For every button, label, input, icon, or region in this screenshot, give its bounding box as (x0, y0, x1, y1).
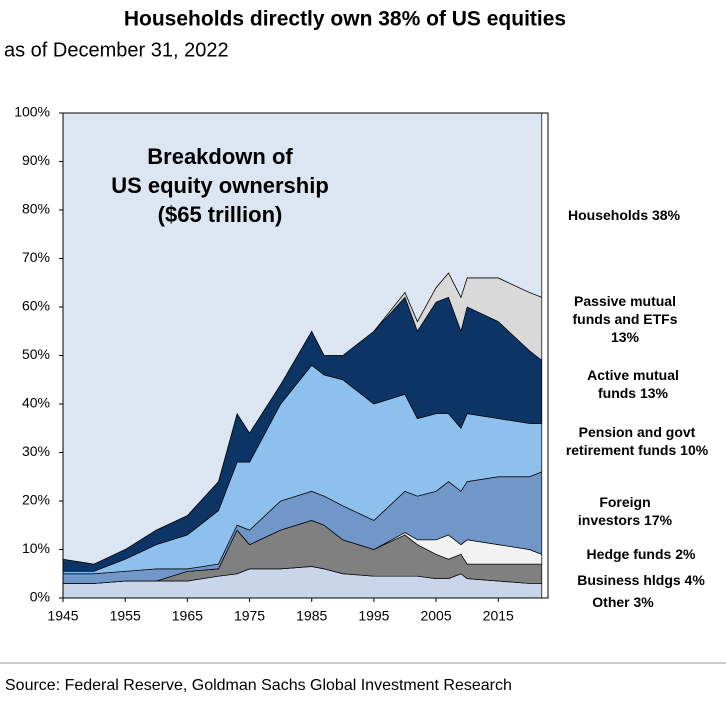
y-tick-label: 80% (22, 201, 50, 217)
y-tick-label: 100% (14, 104, 50, 120)
y-tick-label: 10% (22, 540, 50, 556)
chart-subtitle: as of December 31, 2022 (4, 39, 229, 61)
legend-label: Passive mutual funds and ETFs 13% (572, 293, 678, 345)
y-tick-label: 90% (22, 152, 50, 168)
y-tick-label: 60% (22, 298, 50, 314)
annotation: US equity ownership (111, 173, 329, 198)
y-tick-label: 0% (30, 589, 50, 605)
x-tick-label: 1985 (296, 608, 327, 624)
x-tick-label: 1975 (234, 608, 265, 624)
y-tick-label: 50% (22, 346, 50, 362)
legend-label: Foreign investors 17% (577, 494, 673, 528)
chart-title: Households directly own 38% of US equiti… (124, 8, 566, 31)
x-tick-label: 1965 (172, 608, 203, 624)
legend-label: Hedge funds 2% (586, 546, 696, 562)
legend-label: Households 38% (567, 207, 681, 223)
annotation: Breakdown of (147, 144, 293, 169)
annotation: ($65 trillion) (158, 202, 283, 227)
x-tick-label: 2005 (420, 608, 451, 624)
y-tick-label: 30% (22, 443, 50, 459)
legend-label: Active mutual funds 13% (587, 367, 679, 401)
legend-label: Other 3% (592, 594, 654, 610)
y-tick-label: 40% (22, 395, 50, 411)
source: Source: Federal Reserve, Goldman Sachs G… (5, 677, 512, 694)
x-tick-label: 2015 (483, 608, 514, 624)
x-tick-label: 1955 (110, 608, 141, 624)
x-tick-label: 1945 (47, 608, 78, 624)
y-tick-label: 70% (22, 249, 50, 265)
legend-label: Business hldgs 4% (577, 572, 705, 588)
x-tick-label: 1995 (358, 608, 389, 624)
y-tick-label: 20% (22, 492, 50, 508)
legend-label: Pension and govt retirement funds 10% (565, 424, 709, 458)
